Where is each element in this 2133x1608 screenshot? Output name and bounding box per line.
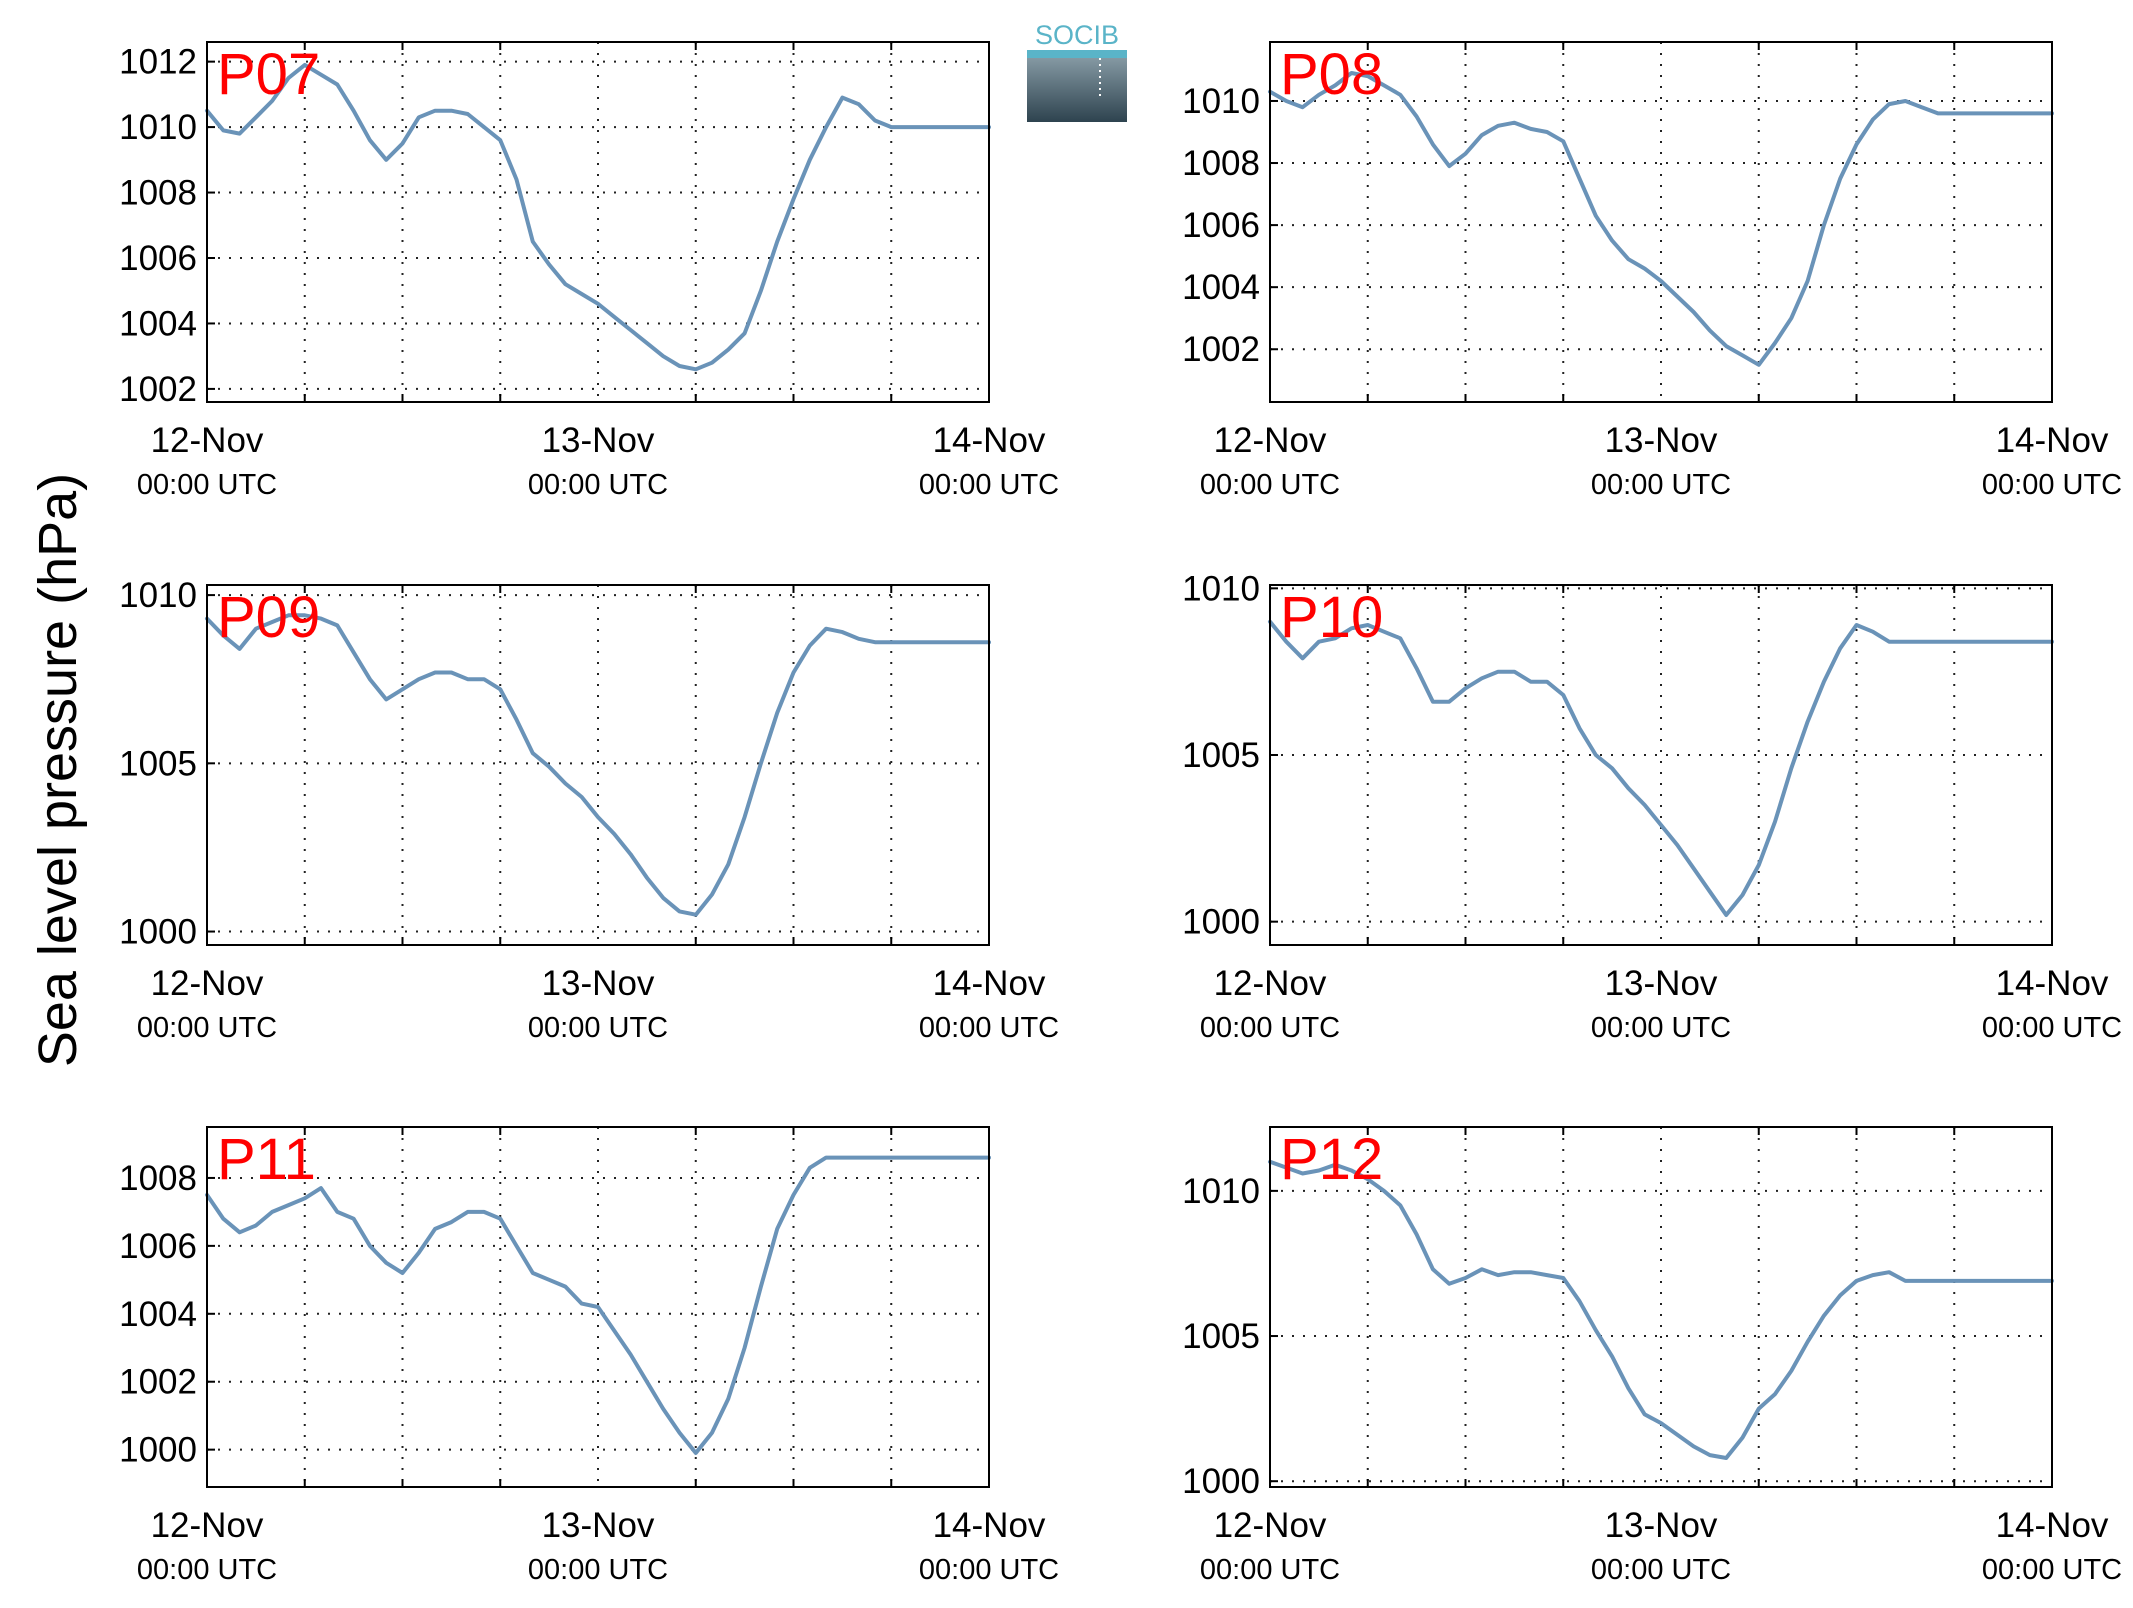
y-tick-label: 1004 xyxy=(1182,268,1260,307)
y-tick-label: 1000 xyxy=(1182,903,1260,942)
plot-frame xyxy=(1269,41,2053,403)
chart-svg: 1000 1005 1010 12-Nov 00:00 UTC 13-Nov 00:00 U… xyxy=(1182,569,2122,1044)
station-label: P10 xyxy=(1280,585,1383,650)
x-tick-time: 00:00 UTC xyxy=(919,1012,1059,1044)
chart-svg: 1002 1004 1006 1008 1010 12-Nov 00:00 UTC 13-No… xyxy=(1182,41,2122,501)
y-tick-label: 1010 xyxy=(119,576,197,615)
x-tick-time: 00:00 UTC xyxy=(1982,1554,2122,1586)
x-tick-date: 13-Nov xyxy=(1605,421,1718,460)
x-tick-time: 00:00 UTC xyxy=(1200,1554,1340,1586)
x-tick-time: 00:00 UTC xyxy=(919,469,1059,501)
pressure-series-line xyxy=(1268,1159,2054,1460)
x-tick-date: 13-Nov xyxy=(1605,964,1718,1003)
plot-frame xyxy=(1269,1126,2053,1488)
x-tick-date: 13-Nov xyxy=(1605,1506,1718,1545)
chart-svg: 1000 1005 1010 12-Nov 00:00 UTC 13-Nov 00:00 U… xyxy=(119,576,1059,1044)
plot-frame xyxy=(206,1126,990,1488)
logo-text: SOCIB xyxy=(1035,20,1119,50)
y-tick-label: 1010 xyxy=(1182,1172,1260,1211)
x-tick-time: 00:00 UTC xyxy=(1591,469,1731,501)
y-tick-label: 1002 xyxy=(1182,330,1260,369)
plot-frame xyxy=(1269,584,2053,946)
x-tick-time: 00:00 UTC xyxy=(528,1012,668,1044)
x-tick-date: 14-Nov xyxy=(1996,964,2109,1003)
x-tick-time: 00:00 UTC xyxy=(1200,469,1340,501)
x-tick-date: 13-Nov xyxy=(542,1506,655,1545)
x-tick-date: 14-Nov xyxy=(933,421,1046,460)
x-tick-time: 00:00 UTC xyxy=(1200,1012,1340,1044)
station-label: P07 xyxy=(217,42,320,107)
chart-svg: 1000 1002 1004 1006 1008 12-Nov 00:00 UTC 13-No… xyxy=(119,1126,1059,1586)
station-label: P11 xyxy=(217,1127,316,1192)
y-tick-label: 1006 xyxy=(119,1227,197,1266)
y-tick-label: 1005 xyxy=(1182,736,1260,775)
y-tick-label: 1008 xyxy=(1182,144,1260,183)
x-tick-time: 00:00 UTC xyxy=(528,1554,668,1586)
socib-logo: SOCIB xyxy=(1027,18,1127,122)
x-tick-date: 12-Nov xyxy=(1214,1506,1327,1545)
y-tick-label: 1008 xyxy=(119,1159,197,1198)
x-tick-date: 14-Nov xyxy=(1996,421,2109,460)
x-tick-date: 12-Nov xyxy=(151,1506,264,1545)
x-tick-time: 00:00 UTC xyxy=(137,1012,277,1044)
station-label: P09 xyxy=(217,585,320,650)
station-label: P12 xyxy=(1280,1127,1383,1192)
plot-frame xyxy=(206,41,990,403)
x-tick-date: 13-Nov xyxy=(542,421,655,460)
chart-panel-p07: 1002 1004 1006 1008 1010 1012 12-Nov 00:00 UTC 1… xyxy=(97,32,1069,522)
y-tick-label: 1012 xyxy=(119,43,197,82)
pressure-series-line xyxy=(205,1155,991,1455)
chart-panel-p08: 1002 1004 1006 1008 1010 12-Nov 00:00 UTC 13-No… xyxy=(1160,32,2132,522)
y-tick-label: 1000 xyxy=(1182,1462,1260,1501)
y-tick-label: 1008 xyxy=(119,174,197,213)
x-tick-time: 00:00 UTC xyxy=(528,469,668,501)
chart-panel-p12: 1000 1005 1010 12-Nov 00:00 UTC 13-Nov 00:00 U… xyxy=(1160,1117,2132,1607)
chart-panel-p10: 1000 1005 1010 12-Nov 00:00 UTC 13-Nov 00:00 U… xyxy=(1160,569,2132,1065)
y-tick-label: 1006 xyxy=(119,239,197,278)
y-tick-label: 1000 xyxy=(119,913,197,952)
plot-frame xyxy=(206,584,990,946)
x-tick-time: 00:00 UTC xyxy=(1982,1012,2122,1044)
pressure-series-line xyxy=(205,62,991,372)
y-tick-label: 1010 xyxy=(1182,82,1260,121)
pressure-series-line xyxy=(205,613,991,917)
chart-panel-p09: 1000 1005 1010 12-Nov 00:00 UTC 13-Nov 00:00 U… xyxy=(97,575,1069,1065)
x-tick-date: 12-Nov xyxy=(1214,964,1327,1003)
chart-svg: 1000 1005 1010 12-Nov 00:00 UTC 13-Nov 00:00 U… xyxy=(1182,1126,2122,1586)
pressure-series-line xyxy=(1268,71,2054,367)
x-tick-date: 14-Nov xyxy=(933,964,1046,1003)
x-tick-date: 12-Nov xyxy=(1214,421,1327,460)
y-tick-label: 1010 xyxy=(119,108,197,147)
y-tick-label: 1004 xyxy=(119,304,197,343)
y-axis-label: Sea level pressure (hPa) xyxy=(28,472,88,1068)
y-tick-label: 1006 xyxy=(1182,206,1260,245)
x-tick-time: 00:00 UTC xyxy=(1591,1554,1731,1586)
x-tick-time: 00:00 UTC xyxy=(1982,469,2122,501)
y-tick-label: 1002 xyxy=(119,370,197,409)
x-tick-time: 00:00 UTC xyxy=(1591,1012,1731,1044)
station-label: P08 xyxy=(1280,42,1383,107)
x-tick-time: 00:00 UTC xyxy=(137,469,277,501)
x-tick-time: 00:00 UTC xyxy=(137,1554,277,1586)
chart-panel-p11: 1000 1002 1004 1006 1008 12-Nov 00:00 UTC 13-No… xyxy=(97,1117,1069,1607)
y-tick-label: 1004 xyxy=(119,1295,197,1334)
x-tick-date: 12-Nov xyxy=(151,964,264,1003)
y-tick-label: 1002 xyxy=(119,1363,197,1402)
y-tick-label: 1010 xyxy=(1182,569,1260,608)
y-tick-label: 1000 xyxy=(119,1431,197,1470)
chart-svg: 1002 1004 1006 1008 1010 1012 12-Nov 00:00 UTC 1… xyxy=(119,41,1059,501)
pressure-series-line xyxy=(1268,619,2054,917)
x-tick-date: 14-Nov xyxy=(933,1506,1046,1545)
x-tick-date: 14-Nov xyxy=(1996,1506,2109,1545)
y-tick-label: 1005 xyxy=(1182,1317,1260,1356)
x-tick-time: 00:00 UTC xyxy=(919,1554,1059,1586)
y-tick-label: 1005 xyxy=(119,744,197,783)
x-tick-date: 13-Nov xyxy=(542,964,655,1003)
x-tick-date: 12-Nov xyxy=(151,421,264,460)
